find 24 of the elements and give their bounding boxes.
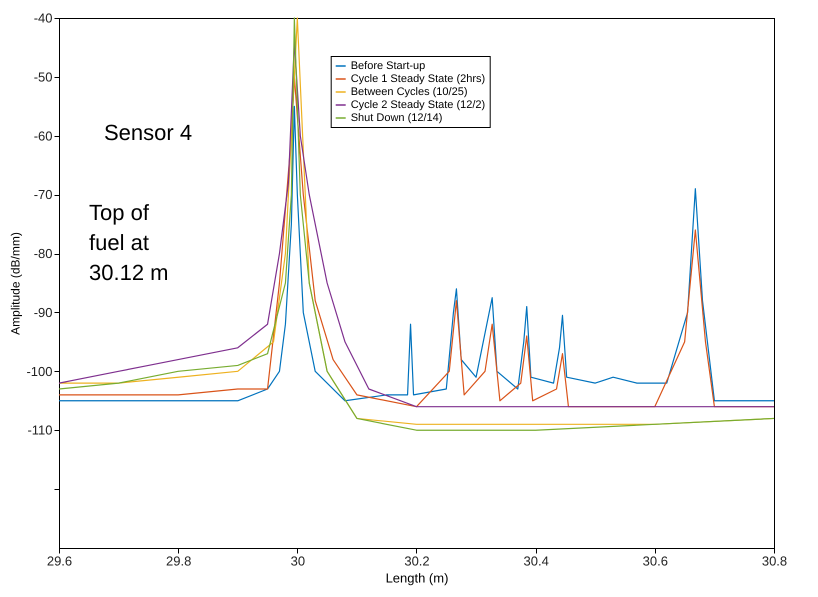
y-tick-label: -90 bbox=[34, 304, 52, 320]
y-axis-title: Amplitude (dB/mm) bbox=[8, 232, 22, 335]
y-tick-label: -50 bbox=[34, 69, 52, 84]
legend-label: Cycle 2 Steady State (12/2) bbox=[350, 99, 486, 111]
y-tick-label: -100 bbox=[26, 364, 52, 379]
x-tick-label: 30.8 bbox=[762, 554, 788, 568]
y-tick-label: -110 bbox=[27, 422, 52, 438]
y-tick-label: -80 bbox=[34, 246, 52, 262]
y-tick-label: -70 bbox=[34, 187, 52, 202]
legend-label: Shut Down (12/14) bbox=[350, 112, 442, 124]
x-tick-label: 30.6 bbox=[642, 554, 668, 568]
y-tick-label: -60 bbox=[34, 128, 52, 144]
legend-label: Cycle 1 Steady State (2hrs) bbox=[350, 73, 486, 85]
annotation: Top of fuel at 30.12 m bbox=[89, 200, 168, 285]
annotation: Sensor 4 bbox=[104, 120, 192, 145]
legend-label: Before Start-up bbox=[350, 60, 426, 72]
x-tick-label: 29.6 bbox=[46, 554, 72, 568]
y-tick-label: -40 bbox=[34, 10, 52, 26]
x-tick-label: 29.8 bbox=[166, 554, 192, 568]
legend-label: Between Cycles (10/25) bbox=[350, 86, 468, 98]
x-tick-label: 30.2 bbox=[404, 554, 430, 568]
x-tick-label: 30.4 bbox=[524, 554, 549, 568]
x-tick-label: 30 bbox=[290, 554, 306, 568]
x-axis-title: Length (m) bbox=[386, 570, 448, 586]
